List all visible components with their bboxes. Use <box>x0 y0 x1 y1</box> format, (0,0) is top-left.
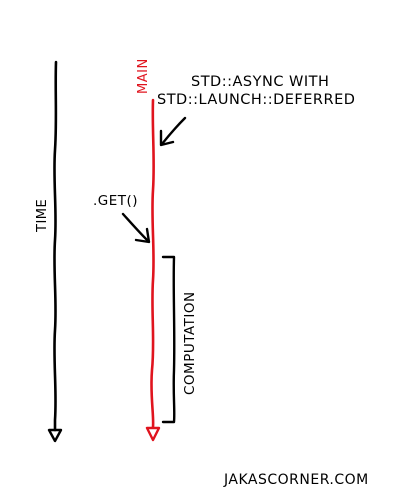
main-thread-line <box>150 98 155 429</box>
async-caption-line1: STD::ASYNC WITH <box>191 74 329 90</box>
main-thread-arrowhead <box>145 426 161 442</box>
computation-label: COMPUTATION <box>182 291 198 395</box>
caption-arrowhead <box>159 129 175 147</box>
time-axis-line <box>53 60 58 432</box>
caption-arrow <box>160 116 187 146</box>
get-arrow <box>121 212 150 243</box>
get-arrowhead <box>134 227 151 244</box>
get-call-label: .GET() <box>93 193 138 209</box>
site-footer: JAKASCORNER.COM <box>223 472 369 488</box>
async-caption-line2: STD::LAUNCH::DEFERRED <box>157 92 355 108</box>
computation-bracket <box>161 255 176 424</box>
time-label: TIME <box>35 199 50 233</box>
main-thread-label: MAIN <box>136 58 151 94</box>
time-axis-arrowhead <box>47 428 63 443</box>
